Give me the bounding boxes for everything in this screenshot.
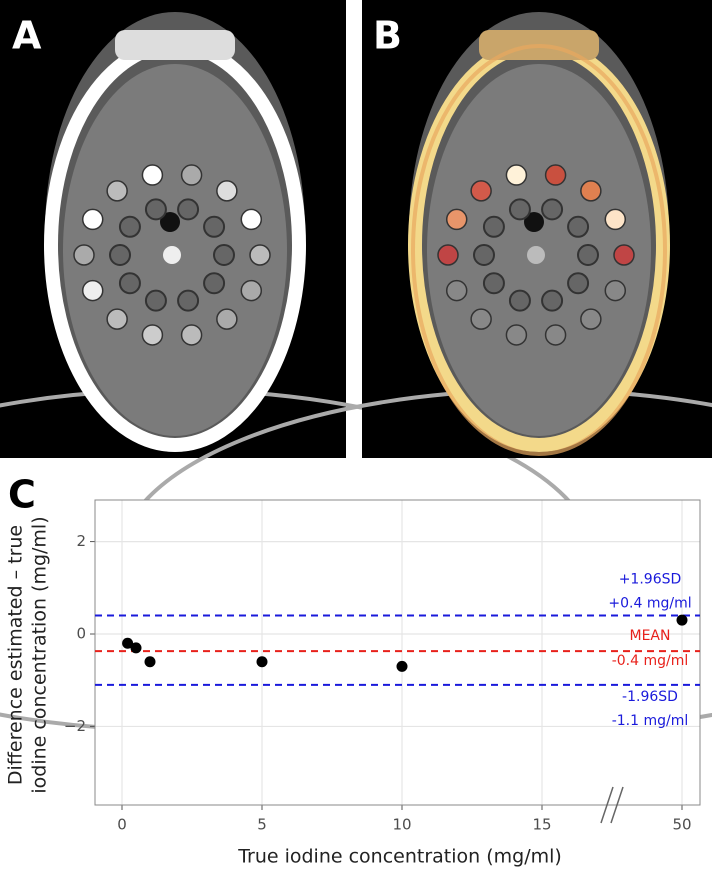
x-axis-label: True iodine concentration (mg/ml) [237,846,562,868]
reference-label: -1.96SD [622,689,678,705]
plot-border [94,499,701,806]
plot-area [95,500,700,805]
plot: −2 0 2 0 5 10 15 50 +1.96SD +0.4 mg/ml MEAN -0.4 mg… [64,499,701,834]
phantom-rod [527,246,545,264]
reference-label: +1.96SD [619,572,682,588]
phantom-rod [470,308,492,330]
point [256,656,268,668]
rod [524,212,544,232]
phantom-rod [567,215,590,238]
phantom-rod [177,289,200,312]
ct-image-b [117,0,712,732]
phantom-rod [437,244,459,266]
phantom-rod [144,198,167,221]
overlay [411,44,667,456]
point [130,642,142,654]
phantom-rod [118,215,141,238]
phantom-rod [203,272,226,295]
phantom-rod [240,208,263,231]
phantom-rod [81,208,104,231]
axis-break [600,786,614,824]
phantom-rod [141,164,164,186]
x-tick-label: 5 [257,816,267,834]
reference-label: -0.4 mg/ml [612,653,689,669]
x-tick-label: 15 [532,816,551,834]
rod [160,212,180,232]
phantom-rod [505,164,528,186]
panel-label: B [373,14,402,58]
phantom-rod [567,272,590,295]
phantom-rod [470,180,492,202]
phantom-rod [508,198,531,221]
phantom-rod [604,279,627,302]
y-axis-label: iodine concentration (mg/ml) [29,516,51,793]
phantom-rod [118,272,141,295]
point [676,614,688,626]
phantom-rod [544,164,567,186]
phantom-rod [144,289,167,312]
axis-break [610,786,624,824]
phantom-rod [73,244,95,266]
phantom-rod [249,244,271,266]
phantom-rod [580,308,602,330]
y-tick-label: 0 [76,625,86,643]
phantom-rod [473,244,495,266]
phantom-rod [541,289,564,312]
phantom-rod [106,308,128,330]
reference-label: +0.4 mg/ml [608,596,691,612]
phantom-rod [240,279,263,302]
phantom-rod [109,244,131,266]
x-tick-label: 10 [392,816,411,834]
phantom-rod [604,208,627,231]
phantom-rod [508,289,531,312]
phantom-rod [106,180,128,202]
phantom-rod [141,324,164,346]
point [144,656,156,668]
x-tick-label: 50 [672,816,691,834]
reference-label: -1.1 mg/ml [612,713,689,729]
panel-label: A [12,14,42,58]
y-axis-label: Difference estimated – true [5,525,27,785]
phantom-rod [505,324,528,346]
y-tick-label: 2 [76,532,86,550]
phantom-rod [180,324,203,346]
phantom-rod [577,244,599,266]
phantom-rod [445,208,468,231]
point [396,660,408,672]
phantom-rod [482,215,505,238]
panel-label: C [8,473,36,517]
phantom-rod [216,308,238,330]
reference-label: MEAN [630,628,671,644]
phantom-rod [163,246,181,264]
ct-image-a [0,0,597,732]
phantom-rod [81,279,104,302]
phantom-rod [180,164,203,186]
phantom-rod [580,180,602,202]
phantom-rod [213,244,235,266]
phantom-rod [203,215,226,238]
x-tick-label: 0 [117,816,127,834]
phantom-rod [216,180,238,202]
point [122,637,134,649]
phantom-rod [482,272,505,295]
phantom-rod [541,198,564,221]
phantom-rod [544,324,567,346]
sinus [115,30,235,60]
phantom-rod [613,244,635,266]
phantom-rod [445,279,468,302]
phantom-rod [177,198,200,221]
y-tick-label: −2 [64,717,86,735]
